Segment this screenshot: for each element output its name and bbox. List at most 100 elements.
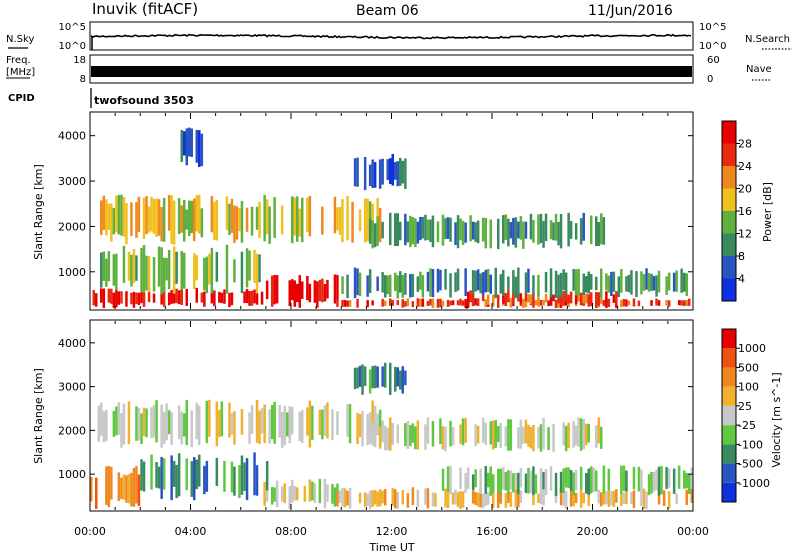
data-cell (157, 199, 161, 236)
data-cell (497, 426, 500, 443)
data-cell (595, 216, 598, 247)
data-cell (391, 153, 394, 186)
data-cell (577, 290, 580, 302)
data-cell (180, 130, 183, 162)
colorbar-tick-label: 28 (738, 138, 752, 151)
data-cell (665, 467, 668, 489)
data-cell (622, 465, 626, 491)
data-cell (532, 219, 535, 243)
data-cell (253, 249, 256, 283)
nave-tick-bottom: 0 (707, 74, 713, 85)
data-cell (542, 417, 545, 450)
data-cell (557, 274, 560, 299)
data-cell (544, 272, 548, 293)
data-cell (346, 404, 349, 437)
data-cell (193, 457, 196, 501)
colorbar-tick-label: 12 (738, 228, 752, 241)
data-cell (476, 298, 480, 306)
power-ylabel: Slant Range [km] (32, 164, 45, 260)
data-cell (492, 294, 495, 305)
data-cell (539, 489, 543, 505)
data-cell (120, 413, 123, 448)
data-cell (298, 275, 301, 308)
data-cell (371, 366, 374, 389)
data-cell (245, 458, 249, 501)
data-cell (519, 216, 523, 240)
data-cell (509, 470, 513, 490)
data-cell (683, 300, 686, 306)
power-panel: 1000 2000 3000 4000 Slant Range [km] 4 8 12 16… (32, 111, 774, 311)
data-cell (414, 426, 417, 450)
data-cell (497, 218, 500, 250)
data-cell (637, 466, 641, 492)
data-cell (250, 290, 254, 306)
data-cell (356, 268, 359, 296)
data-cell (293, 197, 296, 236)
data-cell (562, 491, 565, 507)
data-cell (150, 407, 153, 439)
data-cell (487, 268, 490, 292)
data-cell (552, 423, 555, 452)
data-cell (479, 273, 482, 294)
data-cell (223, 289, 226, 304)
data-cell (667, 491, 671, 509)
data-cell (394, 272, 397, 291)
data-cell (313, 483, 317, 503)
data-cell (255, 206, 259, 230)
data-cell (502, 291, 505, 304)
data-cell (140, 292, 143, 304)
data-cell (667, 468, 671, 488)
data-cell (650, 300, 653, 306)
data-cell (318, 409, 322, 435)
data-cell (373, 365, 377, 389)
power-frame (89, 111, 694, 311)
data-cell (112, 410, 116, 437)
data-cell (459, 424, 462, 444)
data-cell (436, 298, 440, 308)
data-cell (155, 462, 158, 488)
data-cell (554, 472, 558, 496)
data-cell (389, 158, 392, 184)
data-cell (280, 205, 284, 235)
data-cell (358, 413, 362, 438)
data-cell (130, 292, 133, 305)
data-cell (481, 292, 485, 302)
data-cell (240, 251, 244, 294)
data-cell (557, 299, 560, 308)
data-cell (105, 258, 108, 287)
data-cell (411, 217, 415, 245)
data-cell (273, 401, 276, 444)
data-cell (524, 419, 528, 444)
data-cell (122, 245, 126, 283)
data-cell (514, 473, 518, 488)
data-cell (640, 271, 643, 295)
nave-label: Nave (746, 64, 772, 75)
data-cell (107, 203, 111, 230)
data-cell (667, 272, 671, 291)
data-cell (607, 298, 611, 307)
data-cell (331, 484, 334, 504)
data-cell (507, 470, 510, 494)
data-cell (378, 159, 382, 189)
data-cell (336, 491, 339, 507)
data-cell (504, 472, 508, 491)
data-cell (348, 300, 352, 307)
data-cell (346, 300, 349, 307)
data-cell (115, 195, 118, 233)
data-cell (564, 291, 568, 302)
data-cell (396, 424, 399, 444)
data-cell (632, 490, 636, 508)
data-cell (416, 420, 420, 450)
data-cell (175, 251, 178, 284)
data-cell (657, 270, 661, 293)
data-cell (587, 294, 590, 306)
data-cell (215, 457, 219, 486)
data-cell (167, 250, 171, 290)
data-cell (607, 489, 611, 507)
data-cell (441, 300, 445, 307)
data-cell (640, 487, 643, 506)
data-cell (562, 468, 565, 494)
data-cell (429, 219, 432, 242)
data-cell (172, 460, 176, 487)
